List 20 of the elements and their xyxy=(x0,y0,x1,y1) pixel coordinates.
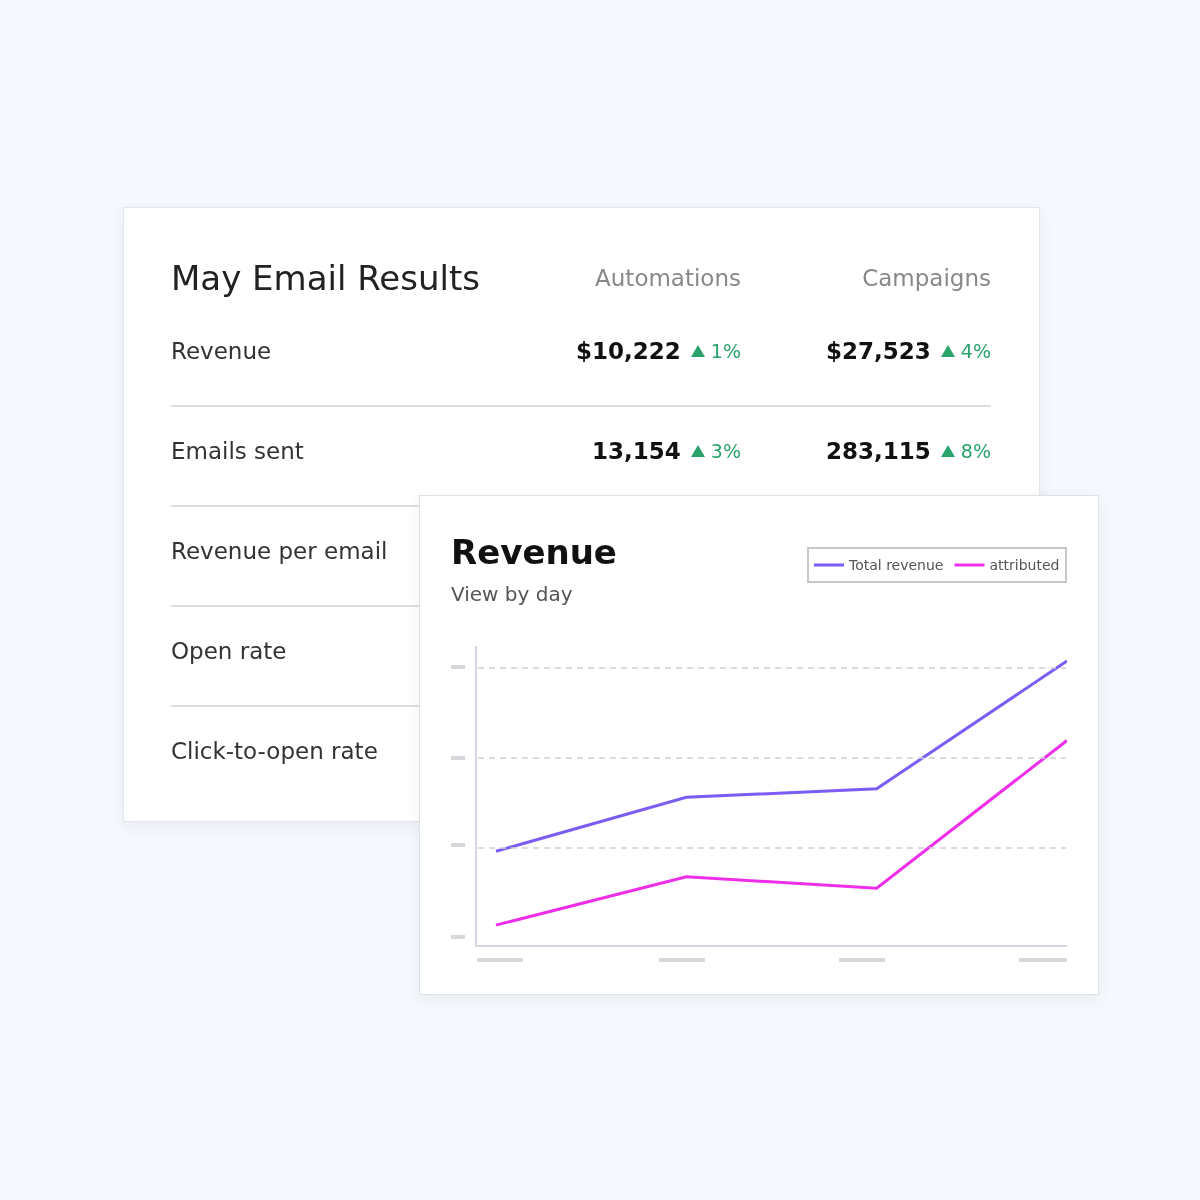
data-label: $27,523 xyxy=(826,338,931,364)
legend-label: Total revenue xyxy=(848,557,944,574)
series-label: Automations xyxy=(595,265,741,291)
legend-label: attributed xyxy=(989,557,1060,574)
text: May Email Results xyxy=(171,258,481,298)
data-label: 283,115 xyxy=(826,438,931,464)
data-label: 4% xyxy=(960,340,991,362)
data-label: 8% xyxy=(960,440,991,462)
category-label: Revenue per email xyxy=(171,538,388,564)
category-label: Open rate xyxy=(171,638,287,664)
category-label: Revenue xyxy=(171,338,272,364)
chart-title: Revenue xyxy=(451,532,617,572)
data-label: $10,222 xyxy=(576,338,681,364)
data-label: 1% xyxy=(710,340,741,362)
chart-subtitle: View by day xyxy=(451,582,573,606)
data-label: 13,154 xyxy=(592,438,681,464)
category-label: Emails sent xyxy=(171,438,304,464)
data-label: 3% xyxy=(710,440,741,462)
category-label: Click-to-open rate xyxy=(171,738,378,764)
text: Campaigns xyxy=(862,265,991,291)
